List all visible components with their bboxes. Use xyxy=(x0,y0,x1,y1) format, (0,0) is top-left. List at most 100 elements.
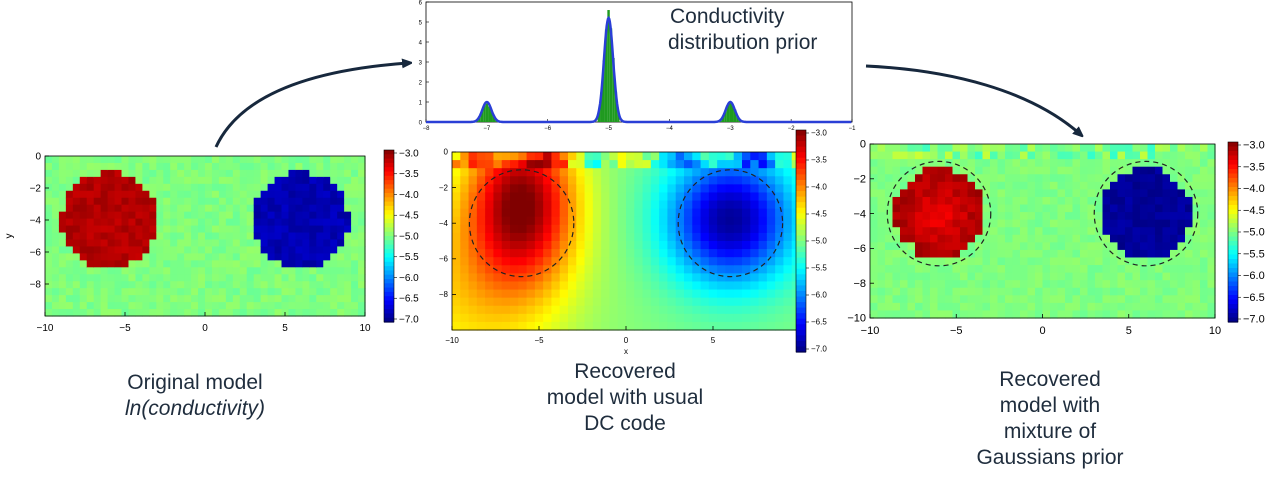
heatmap-cell xyxy=(907,204,916,213)
heatmap-cell xyxy=(295,176,303,185)
heatmap-cell xyxy=(870,204,879,213)
heatmap-cell xyxy=(1065,295,1074,304)
heatmap-cell xyxy=(700,192,710,202)
heatmap-cell xyxy=(45,267,53,275)
heatmap-cell xyxy=(742,273,751,283)
heatmap-cell xyxy=(344,211,352,220)
heatmap-cell xyxy=(982,174,991,183)
heatmap-cell xyxy=(302,253,310,261)
heatmap-cell xyxy=(592,216,602,226)
heatmap-cell xyxy=(58,274,67,282)
heatmap-cell xyxy=(634,265,644,274)
heatmap-cell xyxy=(997,257,1006,266)
heatmap-cell xyxy=(302,246,310,254)
heatmap-cell xyxy=(493,192,503,202)
heatmap-cell xyxy=(733,297,743,307)
true-anomaly-outline xyxy=(468,169,575,278)
heatmap-cell xyxy=(1012,196,1021,206)
heatmap-cell xyxy=(86,260,95,268)
heatmap-cell xyxy=(758,160,768,169)
heatmap-cell xyxy=(975,151,984,160)
heatmap-cell xyxy=(870,272,879,281)
heatmap-cell xyxy=(1200,196,1209,206)
heatmap-cell xyxy=(900,227,909,236)
heatmap-cell xyxy=(742,321,751,331)
heatmap-cell xyxy=(725,321,735,331)
heatmap-cell xyxy=(750,249,760,258)
heatmap-cell xyxy=(239,253,248,261)
heatmap-cell xyxy=(642,313,652,323)
heatmap-cell xyxy=(211,267,220,275)
heatmap-cell xyxy=(260,239,269,248)
heatmap-cell xyxy=(626,313,635,323)
heatmap-cell xyxy=(617,160,627,169)
heatmap-cell xyxy=(675,152,685,161)
heatmap-cell xyxy=(1050,287,1059,296)
heatmap-cell xyxy=(1200,189,1209,198)
heatmap-cell xyxy=(634,168,644,177)
heatmap-cell xyxy=(742,184,751,194)
heatmap-cell xyxy=(960,212,969,221)
heatmap-cell xyxy=(609,265,619,274)
heatmap-cell xyxy=(51,176,60,185)
caption-dc-line-3: DC code xyxy=(584,412,666,435)
heatmap-cell xyxy=(975,287,984,296)
heatmap-cell xyxy=(945,166,954,175)
heatmap-cell xyxy=(485,184,495,194)
heatmap-cell xyxy=(86,204,95,213)
heatmap-cell xyxy=(1147,144,1156,153)
heatmap-cell xyxy=(766,152,776,161)
heatmap-cell xyxy=(1140,265,1149,274)
heatmap-cell xyxy=(1147,189,1156,198)
heatmap-cell xyxy=(184,162,192,171)
heatmap-cell xyxy=(468,168,478,177)
heatmap-cell xyxy=(239,225,248,234)
heatmap-cell xyxy=(700,216,710,226)
heatmap-cell xyxy=(885,159,894,168)
heatmap-cell xyxy=(86,239,95,248)
heatmap-cell xyxy=(975,295,984,304)
heatmap-cell xyxy=(1012,295,1021,304)
heatmap-cell xyxy=(725,232,735,242)
heatmap-cell xyxy=(877,204,886,213)
heatmap-cell xyxy=(559,208,569,218)
heatmap-cell xyxy=(684,305,693,315)
heatmap-cell xyxy=(1147,212,1156,221)
heatmap-cell xyxy=(534,184,544,194)
heatmap-cell xyxy=(493,249,503,258)
heatmap-cell xyxy=(1110,287,1119,296)
heatmap-cell xyxy=(344,190,352,199)
heatmap-cell xyxy=(260,274,269,282)
heatmap-cell xyxy=(617,265,627,274)
heatmap-cell xyxy=(1110,310,1119,319)
heatmap-cell xyxy=(551,297,561,307)
heatmap-cell xyxy=(135,197,143,206)
heatmap-cell xyxy=(990,242,999,251)
heatmap-cell xyxy=(51,288,60,296)
heatmap-cell xyxy=(170,156,178,164)
heatmap-cell xyxy=(930,295,939,304)
heatmap-cell xyxy=(485,305,495,315)
heatmap-cell xyxy=(1005,295,1014,304)
heatmap-cell xyxy=(218,204,227,213)
heatmap-cell xyxy=(281,218,290,227)
heatmap-cell xyxy=(468,232,478,242)
heatmap-cell xyxy=(246,197,255,206)
heatmap-cell xyxy=(267,274,276,282)
heatmap-cell xyxy=(937,310,946,319)
heatmap-cell xyxy=(601,289,611,299)
heatmap-cell xyxy=(163,218,171,227)
heatmap-cell xyxy=(93,225,102,234)
heatmap-cell xyxy=(1185,234,1194,243)
heatmap-cell xyxy=(218,253,227,261)
heatmap-cell xyxy=(79,176,88,185)
heatmap-cell xyxy=(246,309,255,317)
heatmap-cell xyxy=(135,267,143,275)
heatmap-cell xyxy=(1140,181,1149,190)
heatmap-cell xyxy=(1012,265,1021,274)
heatmap-cell xyxy=(967,302,976,312)
heatmap-cell xyxy=(750,297,760,307)
heatmap-cell xyxy=(967,234,976,243)
heatmap-cell xyxy=(1005,144,1014,153)
heatmap-cell xyxy=(51,204,60,213)
